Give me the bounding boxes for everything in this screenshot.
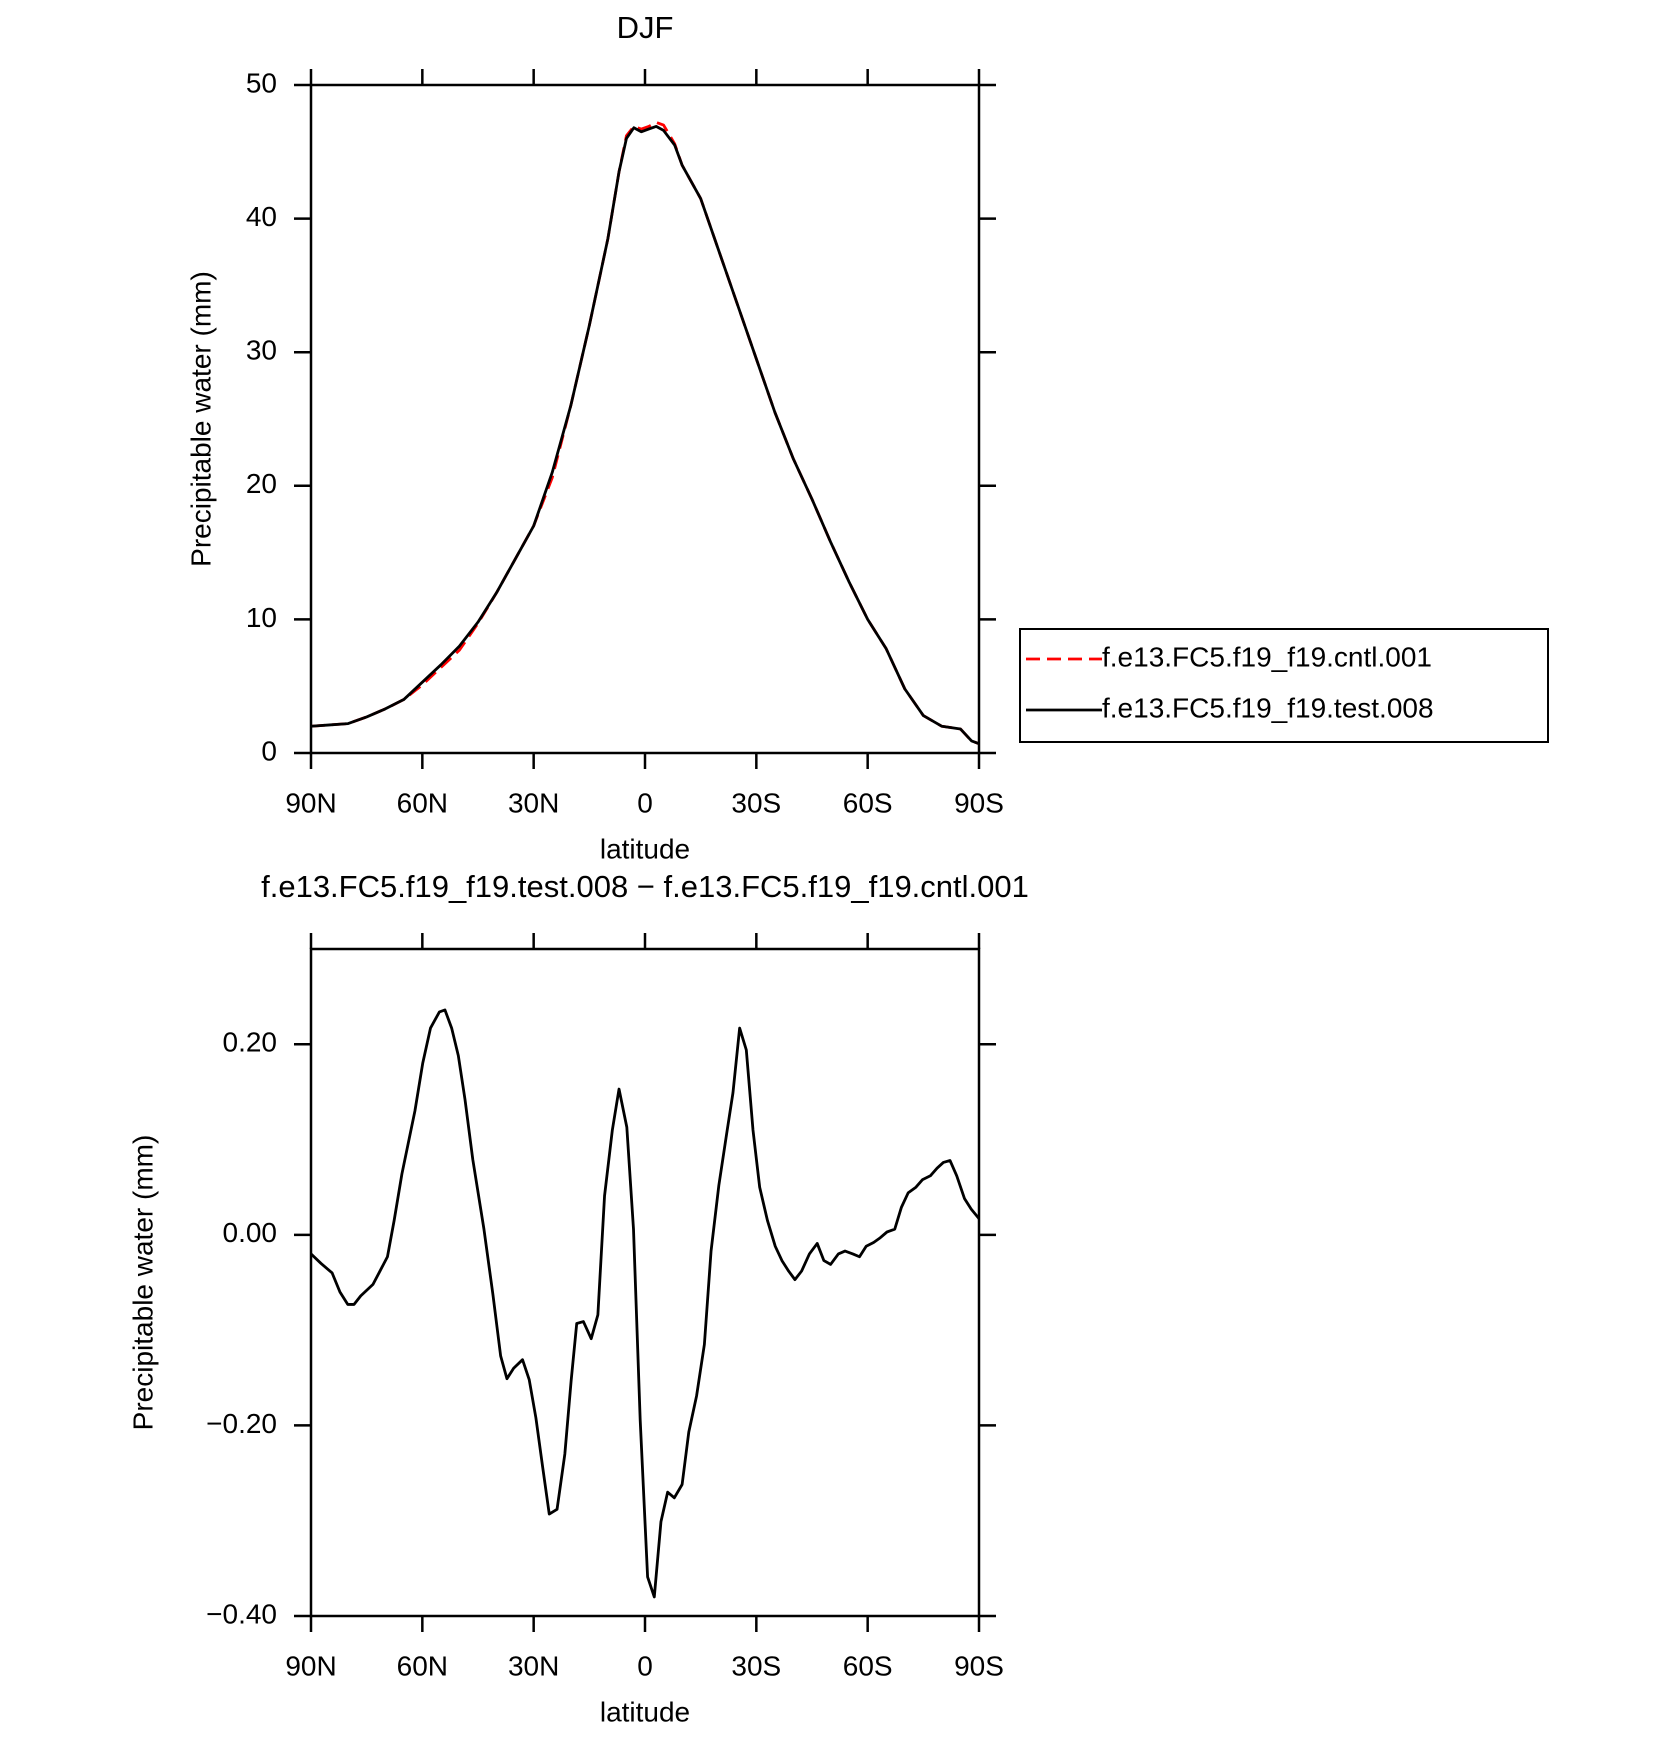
x-tick-label: 30N bbox=[508, 787, 559, 818]
plot-frame bbox=[309, 83, 981, 755]
series-line bbox=[310, 125, 980, 745]
x-tick-label: 30S bbox=[731, 787, 781, 818]
x-tick-label: 60S bbox=[843, 787, 893, 818]
legend-label: f.e13.FC5.f19_f19.cntl.001 bbox=[1102, 641, 1432, 672]
x-tick-label: 0 bbox=[637, 1650, 653, 1681]
series-line bbox=[310, 121, 980, 745]
x-tick-label: 60N bbox=[397, 787, 448, 818]
y-tick-label: 0.20 bbox=[223, 1027, 278, 1058]
x-tick-label: 90N bbox=[285, 787, 336, 818]
y-tick-label: −0.20 bbox=[206, 1408, 277, 1439]
legend-label: f.e13.FC5.f19_f19.test.008 bbox=[1102, 692, 1434, 723]
y-axis-label: Precipitable water (mm) bbox=[127, 1135, 158, 1431]
x-tick-label: 90S bbox=[954, 1650, 1004, 1681]
x-tick-label: 60N bbox=[397, 1650, 448, 1681]
x-axis-label: latitude bbox=[600, 1696, 690, 1727]
y-tick-label: 10 bbox=[246, 602, 277, 633]
plot-frame bbox=[309, 947, 981, 1618]
plot: DJF latitude Precipitable water (mm) 90N 60N… bbox=[185, 10, 1549, 864]
plot: f.e13.FC5.f19_f19.test.008 − f.e13.FC5.f… bbox=[127, 869, 1028, 1727]
x-tick-label: 0 bbox=[637, 787, 653, 818]
x-tick-label: 30N bbox=[508, 1650, 559, 1681]
chart-title: f.e13.FC5.f19_f19.test.008 − f.e13.FC5.f… bbox=[261, 869, 1029, 904]
y-tick-label: 20 bbox=[246, 468, 277, 499]
chart-title: DJF bbox=[617, 10, 674, 45]
y-axis-label: Precipitable water (mm) bbox=[185, 271, 216, 567]
y-tick-label: 0.00 bbox=[223, 1217, 278, 1248]
x-tick-label: 30S bbox=[731, 1650, 781, 1681]
x-tick-label: 90S bbox=[954, 787, 1004, 818]
x-axis-label: latitude bbox=[600, 833, 690, 864]
y-tick-label: 30 bbox=[246, 335, 277, 366]
y-tick-label: 50 bbox=[246, 67, 277, 98]
y-tick-label: −0.40 bbox=[206, 1598, 277, 1629]
legend: f.e13.FC5.f19_f19.cntl.001 f.e13.FC5.f19_… bbox=[1019, 628, 1549, 743]
y-tick-label: 0 bbox=[261, 735, 277, 766]
series-line bbox=[310, 1008, 981, 1599]
x-tick-label: 90N bbox=[285, 1650, 336, 1681]
x-tick-label: 60S bbox=[843, 1650, 893, 1681]
legend-frame bbox=[1019, 628, 1549, 743]
y-tick-label: 40 bbox=[246, 201, 277, 232]
